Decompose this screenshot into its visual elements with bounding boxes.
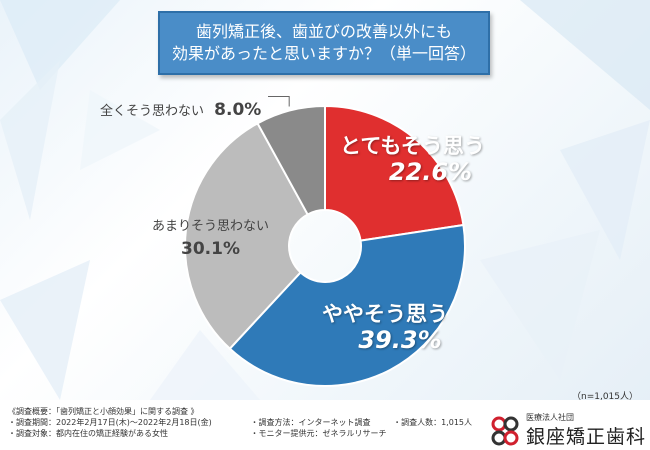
title-line-1: 歯列矯正後、歯並びの改善以外にも: [195, 22, 452, 41]
leader-line: [268, 96, 290, 107]
clinic-logo: 医療法人社団 銀座矯正歯科: [490, 412, 647, 448]
survey-provider: ・モニター提供元：ゼネラルリサーチ: [250, 429, 387, 438]
label-somewhat-agree-value: 39.3%: [358, 326, 442, 354]
survey-period: ・調査期間：2022年2月17日(木)〜2022年2月18日(金): [8, 418, 212, 427]
label-somewhat-agree-category: ややそう思う: [322, 302, 448, 326]
survey-target: ・調査対象：都内在住の矯正経験がある女性: [8, 429, 168, 438]
label-very-agree-category: とてもそう思う: [340, 134, 485, 158]
logo-name: 銀座矯正歯科: [526, 426, 647, 448]
label-not-agree-value: 8.0%: [214, 100, 262, 120]
label-not-agree: 全くそう思わない 8.0%: [100, 100, 261, 120]
label-very-agree-value: 22.6%: [388, 158, 473, 186]
title-line-2: 効果があったと思いますか？（単一回答）: [171, 44, 476, 63]
sample-size-note: （n=1,015人）: [572, 392, 639, 402]
survey-method: ・調査方法：インターネット調査: [250, 418, 371, 427]
logo-subtitle: 医療法人社団: [526, 413, 574, 422]
slice-somewhat-agree: [228, 223, 466, 387]
survey-count: ・調査人数：1,015人: [393, 418, 472, 427]
label-very-agree: とてもそう思う 22.6%: [340, 133, 485, 185]
label-somewhat-disagree: あまりそう思わない 30.1%: [152, 216, 269, 260]
label-somewhat-agree: ややそう思う 39.3%: [322, 301, 448, 353]
survey-notes: 《調査概要：「歯列矯正と小顔効果」に関する調査 》 ・調査期間：2022年2月1…: [8, 406, 472, 439]
slice-somewhat-disagree: [184, 121, 310, 351]
survey-overview: 《調査概要：「歯列矯正と小顔効果」に関する調査 》: [8, 407, 199, 416]
question-title: 歯列矯正後、歯並びの改善以外にも 効果があったと思いますか？（単一回答）: [158, 11, 490, 75]
label-somewhat-disagree-value: 30.1%: [181, 239, 240, 259]
label-not-agree-category: 全くそう思わない: [100, 104, 205, 119]
logo-mark-icon: [491, 416, 519, 446]
footer: [0, 400, 650, 450]
slice-not-agree: [256, 104, 326, 216]
label-somewhat-disagree-category: あまりそう思わない: [152, 219, 270, 234]
slice-very-agree: [324, 104, 465, 242]
